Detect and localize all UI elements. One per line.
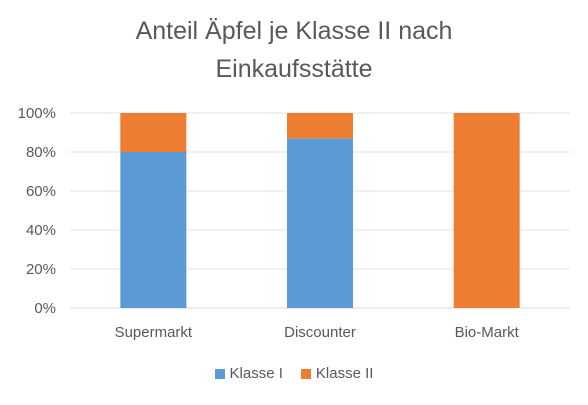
- legend-label-klasse-2: Klasse II: [315, 365, 374, 382]
- legend-item-klasse-2: Klasse II: [300, 365, 374, 382]
- y-tick-label: 20%: [26, 261, 56, 278]
- bar-klasse-2-bio-markt: [453, 113, 520, 308]
- y-tick-label: 0%: [34, 300, 56, 317]
- bar-klasse-1-discounter: [287, 138, 353, 308]
- bar-klasse-1-supermarkt: [120, 152, 187, 308]
- legend: Klasse I Klasse II: [0, 365, 588, 382]
- chart-title-line-2: Einkaufsstätte: [215, 55, 373, 83]
- legend-label-klasse-1: Klasse I: [229, 365, 283, 382]
- y-tick-label: 60%: [26, 183, 56, 200]
- y-tick-label: 40%: [26, 222, 56, 239]
- x-tick-label: Discounter: [284, 324, 356, 341]
- bar-klasse-2-supermarkt: [120, 113, 187, 152]
- y-tick-label: 100%: [18, 105, 56, 122]
- legend-swatch-klasse-1: [214, 368, 225, 379]
- y-tick-label: 80%: [26, 144, 56, 161]
- x-tick-label: Bio-Markt: [455, 324, 520, 341]
- legend-swatch-klasse-2: [300, 368, 311, 379]
- chart-title-line-1: Anteil Äpfel je Klasse II nach: [135, 17, 453, 45]
- x-tick-label: Supermarkt: [115, 324, 193, 341]
- legend-item-klasse-1: Klasse I: [214, 365, 283, 382]
- bar-klasse-2-discounter: [287, 113, 353, 139]
